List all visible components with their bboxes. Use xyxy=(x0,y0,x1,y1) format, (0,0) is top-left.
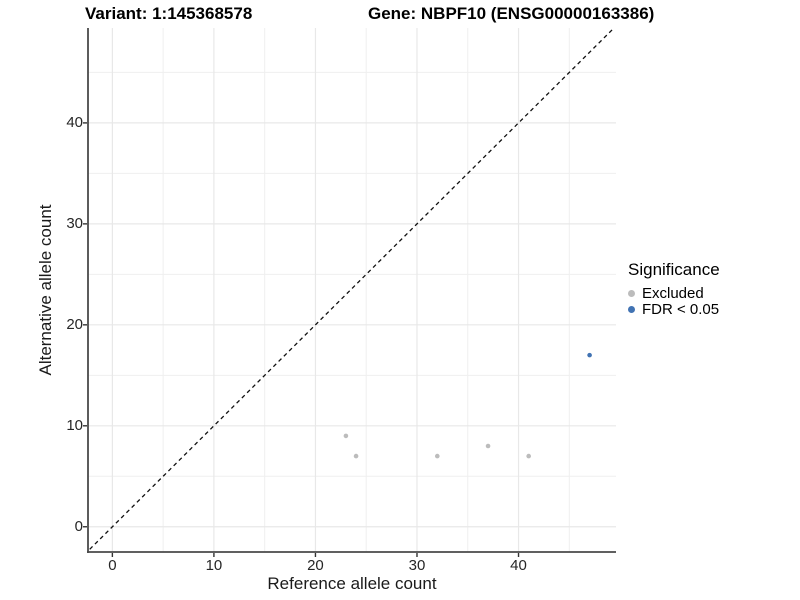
x-tick-label: 40 xyxy=(510,557,527,574)
legend-key-dot-icon xyxy=(628,289,635,297)
data-point xyxy=(434,453,440,459)
legend-key-dot-icon xyxy=(628,305,635,313)
legend-item: FDR < 0.05 xyxy=(628,300,720,318)
x-tick-label: 30 xyxy=(408,557,426,574)
plot-title-variant: Variant: 1:145368578 xyxy=(85,4,253,23)
legend-item: Excluded xyxy=(628,284,720,302)
y-axis-label: Alternative allele count xyxy=(36,204,55,376)
x-tick-label: 0 xyxy=(108,557,117,574)
y-tick-label: 20 xyxy=(66,315,83,333)
data-point xyxy=(587,352,592,358)
data-point xyxy=(353,453,359,459)
legend-item-label: Excluded xyxy=(642,284,704,302)
identity-line xyxy=(88,28,615,552)
data-point xyxy=(343,433,349,439)
x-tick-label: 20 xyxy=(307,557,324,574)
data-point xyxy=(526,453,531,459)
y-tick-label: 40 xyxy=(66,113,83,131)
data-point xyxy=(485,443,491,449)
y-tick-label: 30 xyxy=(66,214,83,232)
x-axis-label: Reference allele count xyxy=(267,574,437,593)
plot-title-gene: Gene: NBPF10 (ENSG00000163386) xyxy=(368,4,655,23)
y-tick-label: 0 xyxy=(74,517,83,535)
y-tick-label: 10 xyxy=(66,416,83,434)
x-tick-label: 10 xyxy=(205,557,223,574)
legend-title: Significance xyxy=(628,260,720,279)
legend-item-label: FDR < 0.05 xyxy=(642,300,720,318)
legend-items: Excluded FDR < 0.05 xyxy=(628,284,720,318)
legend: Significance Excluded FDR < 0.05 xyxy=(628,260,720,318)
